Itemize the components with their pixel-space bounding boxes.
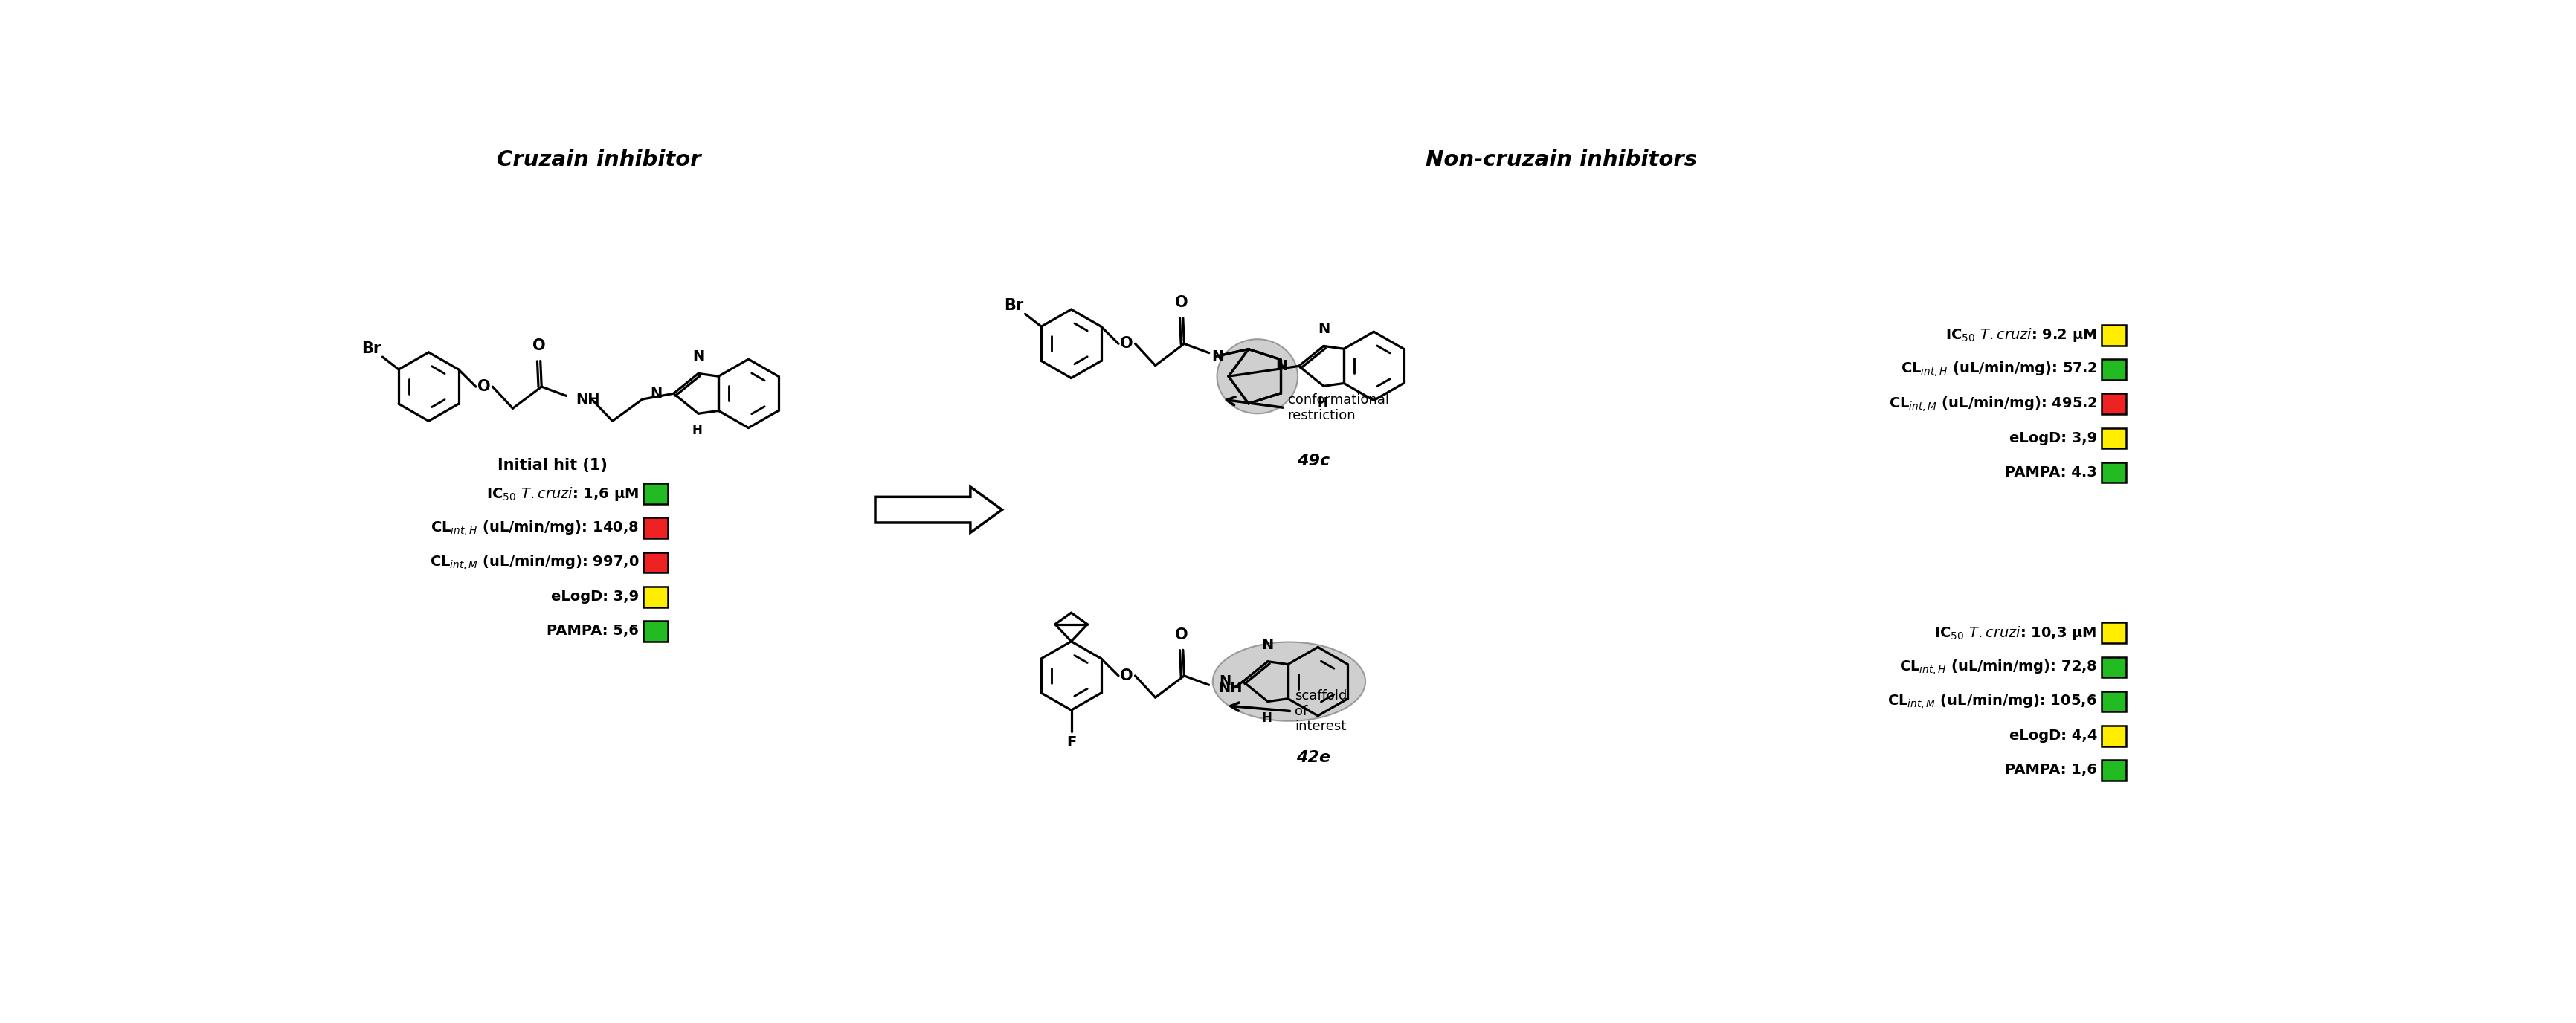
Text: Br: Br	[361, 341, 381, 356]
Text: IC$_{50}$ $\it{T. cruzi}$: 10,3 μM: IC$_{50}$ $\it{T. cruzi}$: 10,3 μM	[1935, 624, 2097, 641]
Bar	[644, 552, 667, 573]
Text: H: H	[1262, 712, 1273, 725]
Text: CL$_{int,M}$ (uL/min/mg): 495.2: CL$_{int,M}$ (uL/min/mg): 495.2	[1888, 395, 2097, 413]
Bar	[2102, 325, 2125, 346]
Bar	[2102, 692, 2125, 712]
Text: O: O	[477, 380, 489, 394]
Text: eLogD: 4,4: eLogD: 4,4	[2009, 728, 2097, 743]
Text: N: N	[693, 350, 703, 364]
FancyArrow shape	[876, 487, 1002, 533]
Ellipse shape	[1213, 642, 1365, 721]
Bar	[2102, 623, 2125, 643]
Text: O: O	[1121, 337, 1133, 351]
Text: conformational
restriction: conformational restriction	[1288, 394, 1388, 422]
Text: eLogD: 3,9: eLogD: 3,9	[551, 589, 639, 604]
Text: N: N	[1218, 674, 1231, 688]
Bar	[2102, 657, 2125, 677]
Text: O: O	[1175, 295, 1188, 310]
Text: IC$_{50}$ $\it{T. cruzi}$: 1,6 μM: IC$_{50}$ $\it{T. cruzi}$: 1,6 μM	[487, 485, 639, 502]
Text: N: N	[1262, 637, 1273, 652]
Bar	[644, 586, 667, 607]
Text: NH: NH	[1218, 681, 1242, 696]
Bar	[2102, 428, 2125, 448]
Text: O: O	[1175, 627, 1188, 642]
Bar	[2102, 725, 2125, 746]
Text: N: N	[1275, 359, 1288, 373]
Text: Cruzain inhibitor: Cruzain inhibitor	[497, 149, 701, 170]
Text: F: F	[1066, 736, 1077, 750]
Text: O: O	[533, 338, 546, 353]
Text: Br: Br	[1005, 298, 1023, 313]
Text: H: H	[693, 424, 703, 437]
Bar	[644, 518, 667, 538]
Text: PAMPA: 4.3: PAMPA: 4.3	[2004, 465, 2097, 480]
Text: Initial hit (1): Initial hit (1)	[497, 458, 608, 473]
Text: NH: NH	[574, 392, 600, 406]
Text: 42e: 42e	[1296, 750, 1329, 765]
Text: N: N	[649, 387, 662, 401]
Text: O: O	[1121, 668, 1133, 683]
Text: CL$_{int,H}$ (uL/min/mg): 72,8: CL$_{int,H}$ (uL/min/mg): 72,8	[1899, 658, 2097, 676]
Text: Non-cruzain inhibitors: Non-cruzain inhibitors	[1425, 149, 1698, 170]
Text: N: N	[1316, 322, 1329, 337]
Text: IC$_{50}$ $\it{T. cruzi}$: 9.2 μM: IC$_{50}$ $\it{T. cruzi}$: 9.2 μM	[1945, 326, 2097, 344]
Bar	[644, 621, 667, 641]
Bar	[2102, 760, 2125, 781]
Text: scaffold
of
interest: scaffold of interest	[1296, 690, 1347, 733]
Text: CL$_{int,H}$ (uL/min/mg): 140,8: CL$_{int,H}$ (uL/min/mg): 140,8	[430, 519, 639, 537]
Bar	[2102, 394, 2125, 414]
Text: eLogD: 3,9: eLogD: 3,9	[2009, 431, 2097, 445]
Text: CL$_{int,M}$ (uL/min/mg): 105,6: CL$_{int,M}$ (uL/min/mg): 105,6	[1888, 693, 2097, 711]
Bar	[644, 484, 667, 504]
Text: PAMPA: 5,6: PAMPA: 5,6	[546, 624, 639, 638]
Bar	[2102, 462, 2125, 483]
Text: N: N	[1211, 349, 1224, 363]
Text: PAMPA: 1,6: PAMPA: 1,6	[2004, 763, 2097, 777]
Text: CL$_{int,H}$ (uL/min/mg): 57.2: CL$_{int,H}$ (uL/min/mg): 57.2	[1901, 360, 2097, 379]
Text: H: H	[1316, 396, 1327, 410]
Text: CL$_{int,M}$ (uL/min/mg): 997,0: CL$_{int,M}$ (uL/min/mg): 997,0	[430, 553, 639, 572]
Ellipse shape	[1216, 340, 1298, 413]
Bar	[2102, 359, 2125, 380]
Text: 49c: 49c	[1296, 453, 1329, 469]
